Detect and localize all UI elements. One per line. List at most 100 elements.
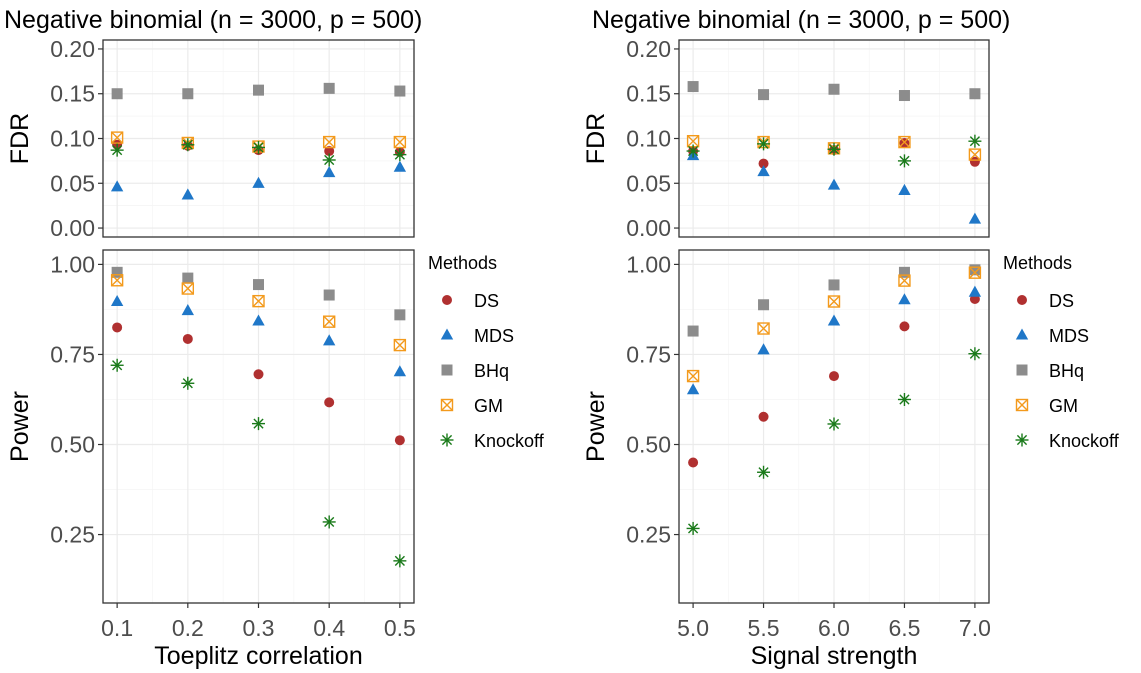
point-bhq [758,299,770,311]
y-tick-label: 0.05 [50,170,95,196]
point-gm [898,274,911,287]
legend-key-mds [440,328,454,340]
point-ds [112,322,123,333]
legend-key-bhq [1016,364,1028,376]
y-tick-label: 0.75 [626,341,671,367]
point-knockoff [393,554,407,568]
y-tick-label: 1.00 [626,251,671,277]
point-gm [322,315,336,328]
y-tick-label: 0.20 [626,36,671,62]
point-bhq [687,81,699,93]
point-bhq [182,272,194,284]
point-bhq [828,279,840,291]
point-bhq [969,88,981,100]
point-knockoff [897,154,911,168]
x-tick-label: 0.3 [243,615,275,641]
series-bhq [687,264,981,337]
series-bhq [111,82,406,100]
point-mds [968,285,982,297]
point-ds [324,397,335,408]
point-ds [899,321,910,332]
chart-title: Negative binomial (n = 3000, p = 500) [4,6,422,34]
point-bhq [323,289,335,301]
point-ds [969,156,980,167]
point-ds [758,158,769,169]
y-tick-label: 0.50 [50,432,95,458]
point-knockoff [393,148,407,162]
point-mds [252,176,265,188]
point-ds [688,457,699,468]
x-tick-label: 6.5 [888,615,920,641]
y-tick-label: 0.20 [50,36,95,62]
point-bhq [758,89,770,101]
point-knockoff [827,142,841,156]
legend-label: DS [1049,291,1074,311]
point-ds [758,411,769,422]
series-mds [110,295,407,377]
y-tick-label: 1.00 [50,251,95,277]
legend-key-knockoff [1015,433,1029,447]
point-knockoff [897,392,911,406]
point-knockoff [322,515,336,529]
panel-fdr: 0.00 0.05 0.10 0.15 0.20 FDR [582,36,990,241]
point-knockoff [110,358,124,372]
series-mds [686,285,982,395]
legend-key-gm [1015,398,1029,412]
legend-label: Knockoff [1049,431,1120,451]
point-knockoff [181,376,195,390]
point-ds [182,333,193,344]
point-mds [686,383,700,395]
point-ds [829,371,839,382]
point-mds [898,183,911,195]
y-tick-label: 0.50 [626,432,671,458]
x-tick-label: 0.1 [101,615,133,641]
point-mds [898,293,911,305]
point-mds [323,334,336,346]
legend-key-ds [442,295,452,305]
x-tick-label: 0.2 [172,615,204,641]
point-gm [968,266,982,279]
legend-key-ds [1017,295,1027,305]
point-mds [757,165,770,177]
point-ds [324,146,335,157]
y-tick-label: 0.25 [50,522,95,548]
legend-label: MDS [474,326,514,346]
x-tick-label: 5.5 [748,615,780,641]
point-knockoff [968,347,982,361]
point-mds [110,180,124,192]
y-tick-label: 0.00 [626,215,671,241]
chart-title: Negative binomial (n = 3000, p = 500) [592,6,1010,34]
series-knockoff [686,134,982,168]
y-axis-title: FDR [582,113,610,164]
point-mds [827,178,841,190]
point-bhq [394,309,406,321]
point-mds [181,188,194,200]
series-mds [110,160,407,200]
y-tick-label: 0.15 [626,81,671,107]
panel-border [102,39,415,238]
point-knockoff [686,144,700,158]
y-axis-title: FDR [6,113,34,164]
legend-label: GM [1049,396,1078,416]
point-bhq [898,90,910,102]
point-bhq [969,264,981,276]
x-tick-label: 6.0 [818,615,850,641]
point-gm [827,295,841,308]
point-mds [757,343,770,355]
point-gm [110,131,124,144]
point-gm [898,135,911,149]
x-tick-label: 7.0 [959,615,991,641]
legend-key-knockoff [440,433,454,447]
series-ds [112,322,405,446]
legend-label: BHq [474,361,509,381]
point-gm [968,148,982,161]
point-knockoff [252,140,265,154]
point-gm [252,294,265,308]
y-tick-label: 0.25 [626,522,671,548]
point-knockoff [827,417,841,431]
series-knockoff [110,138,407,167]
series-gm [110,274,407,352]
point-bhq [828,83,840,95]
panel-border [678,39,990,238]
point-ds [253,369,264,380]
